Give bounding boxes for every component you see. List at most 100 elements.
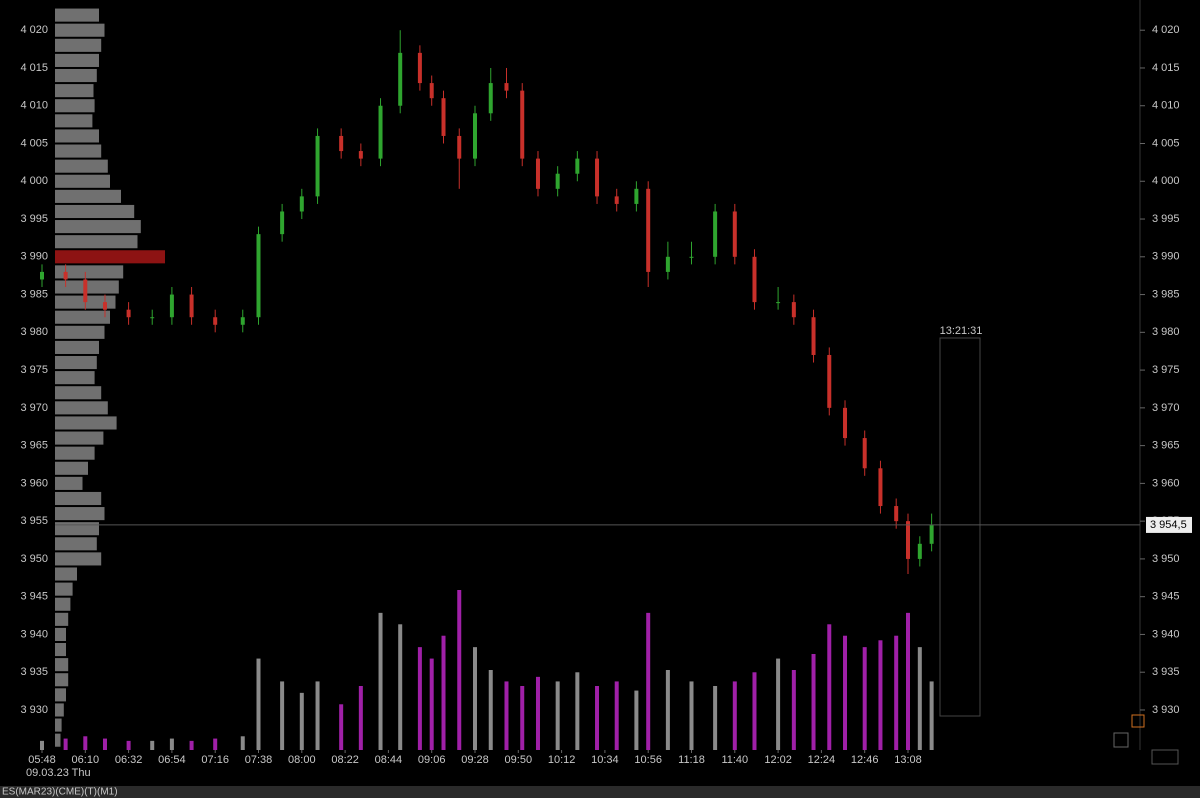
candle-body <box>894 506 899 522</box>
candle-body <box>575 158 580 174</box>
profile-bar <box>55 159 108 173</box>
profile-bar <box>55 68 97 83</box>
profile-bar <box>55 325 105 339</box>
volume-bar <box>811 654 816 750</box>
candle-body <box>646 188 651 272</box>
x-tick-label: 06:32 <box>115 754 143 766</box>
y-tick-label: 3 930 <box>20 704 48 716</box>
candle-body <box>240 317 245 325</box>
y-tick-label-right: 4 000 <box>1152 175 1180 187</box>
candle-body <box>417 52 422 84</box>
candle-body <box>339 135 344 152</box>
y-tick-label-right: 3 985 <box>1152 288 1180 300</box>
volume-bar <box>752 672 757 750</box>
profile-bar <box>55 507 105 521</box>
profile-bar <box>55 673 69 687</box>
candle-body <box>520 90 525 159</box>
volume-bar <box>689 681 694 750</box>
x-tick-label: 09:06 <box>418 754 446 766</box>
y-tick-label: 3 945 <box>20 591 48 603</box>
y-tick-label-right: 3 990 <box>1152 251 1180 263</box>
y-tick-label: 3 950 <box>20 553 48 565</box>
volume-bar <box>213 738 218 750</box>
y-tick-label: 4 010 <box>20 100 48 112</box>
profile-bar <box>55 189 121 203</box>
volume-bar <box>906 612 910 750</box>
profile-bar <box>55 597 71 611</box>
x-tick-label: 08:44 <box>375 754 403 766</box>
volume-bar <box>83 736 88 750</box>
candle-body <box>213 317 218 325</box>
profile-bar <box>55 53 99 67</box>
candle-body <box>358 151 363 159</box>
y-tick-label: 3 960 <box>20 477 48 489</box>
x-tick-label: 11:40 <box>721 754 748 766</box>
tool-button[interactable] <box>1131 714 1145 728</box>
candle-body <box>811 317 816 355</box>
candle-body <box>457 135 462 159</box>
volume-bar <box>457 590 462 750</box>
candle-body <box>315 135 320 197</box>
profile-bar <box>55 144 102 158</box>
volume-bar <box>189 740 194 750</box>
profile-bar <box>55 688 66 702</box>
candle-body <box>917 543 922 559</box>
volume-bar <box>102 738 107 750</box>
zoom-button[interactable] <box>1113 732 1129 748</box>
x-tick-label: 12:02 <box>764 754 792 766</box>
profile-bar <box>55 99 95 113</box>
y-tick-label: 4 005 <box>20 137 48 149</box>
candle-body <box>929 524 934 544</box>
nav-button[interactable] <box>1151 749 1179 765</box>
profile-bar <box>55 371 95 385</box>
candle-body <box>595 158 600 197</box>
profile-bar <box>55 310 110 324</box>
profile-bar <box>55 38 102 52</box>
candle-body <box>473 113 477 159</box>
y-tick-label-right: 4 005 <box>1152 137 1180 149</box>
candle-body <box>256 234 261 318</box>
y-tick-label-right: 3 995 <box>1152 213 1180 225</box>
volume-bar <box>126 740 131 750</box>
profile-bar <box>55 642 66 657</box>
profile-bar <box>55 265 124 279</box>
candle-body <box>791 302 796 318</box>
last-price-box <box>1146 516 1192 533</box>
volume-bar <box>614 681 619 750</box>
dom-ladder <box>939 337 981 717</box>
profile-bar <box>55 703 64 717</box>
volume-bar <box>339 704 344 750</box>
profile-bar <box>55 461 88 475</box>
x-tick-label: 12:46 <box>851 754 879 766</box>
profile-bar <box>55 355 97 370</box>
candle-body <box>862 438 867 469</box>
volume-bar <box>732 681 737 750</box>
profile-bar <box>55 114 93 128</box>
volume-bar <box>646 612 651 750</box>
date-label: 09.03.23 Thu <box>26 767 91 779</box>
profile-bar <box>55 129 99 143</box>
candle-body <box>126 309 131 318</box>
profile-bar <box>55 250 165 264</box>
volume-bar <box>504 681 509 750</box>
x-tick-label: 10:56 <box>634 754 662 766</box>
y-tick-label-right: 3 980 <box>1152 326 1180 338</box>
y-tick-label-right: 3 935 <box>1152 666 1180 678</box>
volume-bar <box>280 681 285 750</box>
volume-bar <box>169 738 174 750</box>
y-tick-label: 3 955 <box>20 515 48 527</box>
volume-bar <box>575 672 580 750</box>
x-tick-label: 08:00 <box>288 754 316 766</box>
profile-bar <box>55 658 69 672</box>
volume-bar <box>488 670 493 750</box>
volume-bar <box>299 692 304 750</box>
volume-bar <box>917 647 922 750</box>
y-tick-label: 3 940 <box>20 628 48 640</box>
y-tick-label: 4 020 <box>20 24 48 36</box>
candle-body <box>102 302 107 310</box>
volume-bar <box>40 740 44 750</box>
profile-bar <box>55 340 99 354</box>
candle-body <box>189 294 194 318</box>
